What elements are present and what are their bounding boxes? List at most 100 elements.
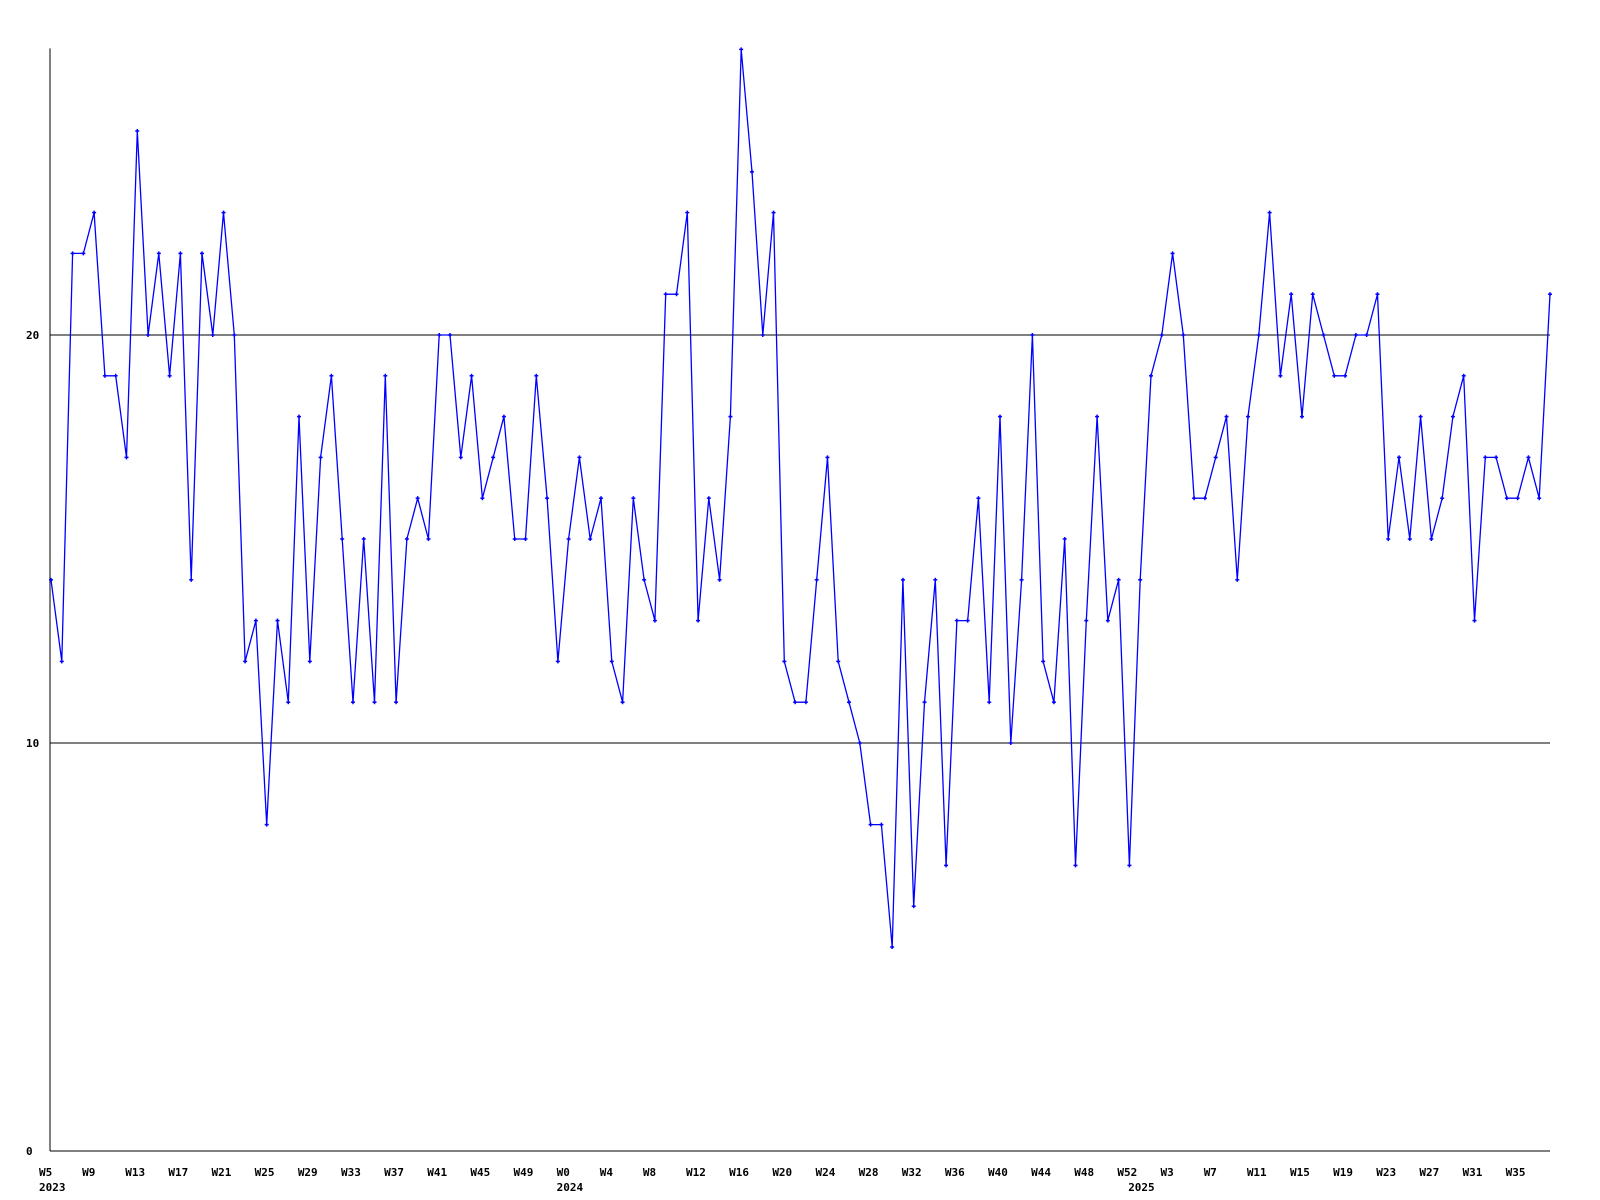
x-tick-label: W5 — [39, 1166, 52, 1179]
x-tick-label: W9 — [82, 1166, 95, 1179]
data-point — [329, 373, 334, 378]
data-point — [1418, 414, 1423, 419]
data-point — [717, 577, 722, 582]
data-point — [1364, 333, 1369, 337]
data-point — [1375, 292, 1380, 297]
data-point — [1537, 496, 1542, 501]
data-point — [210, 333, 215, 337]
data-point — [297, 414, 302, 419]
data-point — [1213, 455, 1218, 460]
data-point — [534, 373, 539, 378]
y-tick-label: 10 — [26, 737, 39, 750]
data-point — [642, 577, 647, 582]
data-point — [1407, 537, 1412, 541]
data-point — [124, 455, 129, 460]
data-point — [1202, 496, 1207, 501]
data-point — [987, 700, 992, 705]
data-point — [92, 210, 97, 215]
data-point — [555, 659, 560, 664]
x-tick-label: W4 — [600, 1166, 614, 1179]
data-point — [728, 414, 733, 419]
data-point — [674, 292, 679, 297]
data-point — [49, 577, 53, 582]
data-point — [1030, 333, 1035, 337]
data-point — [491, 455, 496, 460]
data-point — [879, 822, 884, 827]
data-point — [749, 169, 754, 174]
data-point — [253, 618, 258, 623]
x-tick-label: W23 — [1376, 1166, 1396, 1179]
data-point — [1062, 537, 1067, 541]
data-point — [598, 496, 603, 501]
x-tick-label: W52 — [1117, 1166, 1137, 1179]
data-point — [383, 373, 388, 378]
data-point — [663, 292, 668, 297]
data-point — [1224, 414, 1229, 419]
data-point — [814, 577, 819, 582]
data-point — [59, 659, 64, 664]
data-point — [1267, 210, 1272, 215]
data-point — [1256, 333, 1261, 337]
data-point — [900, 577, 905, 582]
data-point — [760, 333, 765, 337]
data-point — [178, 251, 183, 256]
x-tick-label: W31 — [1463, 1166, 1483, 1179]
data-point — [1008, 741, 1013, 745]
gridlines — [50, 334, 1550, 744]
x-tick-label: W13 — [125, 1166, 145, 1179]
x-tick-label: W45 — [470, 1166, 490, 1179]
data-point — [1504, 496, 1509, 501]
data-point — [232, 333, 237, 337]
x-tick-label: W35 — [1506, 1166, 1526, 1179]
data-point — [922, 700, 927, 705]
data-point — [588, 537, 593, 541]
data-point — [340, 537, 345, 541]
data-point — [998, 414, 1003, 419]
x-tick-labels: W5 W9 W13 W17 W21 W25 W29 W33 W37 W41 W45 W49 W0 W4 W8… — [39, 1166, 1526, 1179]
data-point — [372, 700, 377, 705]
x-tick-label: W40 — [988, 1166, 1008, 1179]
data-point — [1332, 373, 1337, 378]
data-point — [469, 373, 474, 378]
data-point — [1170, 251, 1175, 256]
data-point — [652, 618, 657, 623]
data-point — [1084, 618, 1089, 623]
data-point — [1353, 333, 1358, 337]
data-point — [847, 700, 852, 705]
data-point — [189, 577, 194, 582]
data-point — [911, 904, 916, 909]
x-tick-label: W28 — [859, 1166, 879, 1179]
x-tick-label: W27 — [1419, 1166, 1439, 1179]
data-point — [102, 373, 107, 378]
data-point — [167, 373, 172, 378]
data-point — [890, 945, 895, 949]
series — [49, 47, 1552, 949]
data-point — [1127, 863, 1132, 868]
x-tick-label: W29 — [298, 1166, 318, 1179]
year-label: 2024 — [557, 1181, 584, 1194]
data-point — [156, 251, 161, 256]
x-tick-label: W49 — [514, 1166, 534, 1179]
year-label: 2023 — [39, 1181, 66, 1194]
data-point — [480, 496, 485, 501]
data-point — [836, 659, 841, 664]
data-point — [1310, 292, 1315, 297]
data-point — [113, 373, 118, 378]
data-point — [70, 251, 75, 256]
data-point — [1397, 455, 1402, 460]
data-point — [696, 618, 701, 623]
data-point — [350, 700, 355, 705]
data-point — [965, 618, 970, 623]
data-point — [825, 455, 830, 460]
data-point — [868, 822, 873, 827]
data-point — [566, 537, 571, 541]
y-tick-labels: 0 10 20 — [26, 329, 39, 1158]
data-point — [1051, 700, 1056, 705]
data-point — [1192, 496, 1197, 501]
x-tick-label: W11 — [1247, 1166, 1267, 1179]
data-point — [275, 618, 280, 623]
data-point — [1159, 333, 1164, 337]
data-point — [404, 537, 409, 541]
data-point — [1494, 455, 1499, 460]
